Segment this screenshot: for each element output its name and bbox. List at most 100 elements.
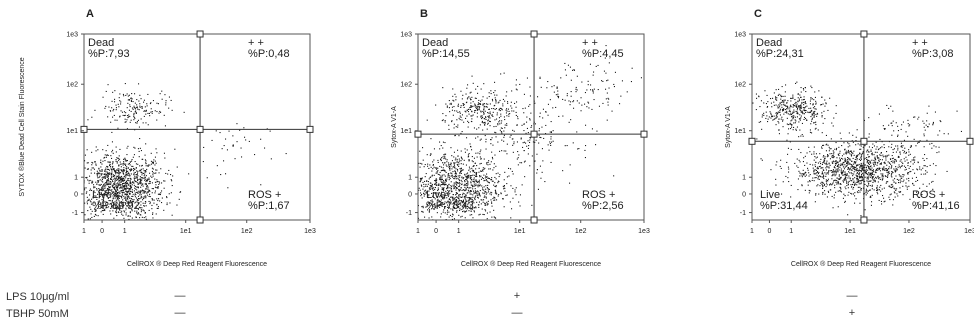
data-point bbox=[834, 148, 836, 150]
data-point bbox=[93, 187, 95, 189]
data-point bbox=[445, 183, 447, 185]
data-point bbox=[776, 97, 778, 99]
data-point bbox=[477, 194, 479, 196]
data-point bbox=[459, 194, 461, 196]
data-point bbox=[832, 125, 834, 127]
data-point bbox=[867, 177, 869, 179]
data-point bbox=[489, 125, 491, 127]
data-point bbox=[107, 178, 109, 180]
data-point bbox=[464, 196, 466, 198]
data-point bbox=[93, 195, 95, 197]
data-point bbox=[480, 116, 482, 118]
data-point bbox=[825, 163, 827, 165]
data-point bbox=[133, 170, 135, 172]
data-point bbox=[787, 147, 789, 149]
data-point bbox=[886, 104, 888, 106]
data-point bbox=[871, 152, 873, 154]
data-point bbox=[440, 193, 442, 195]
data-point bbox=[496, 112, 498, 114]
data-point bbox=[800, 91, 802, 93]
data-point bbox=[799, 175, 801, 177]
data-point bbox=[856, 175, 858, 177]
data-point bbox=[827, 173, 829, 175]
data-point bbox=[103, 209, 105, 211]
data-point bbox=[495, 185, 497, 187]
data-point bbox=[868, 151, 870, 153]
data-point bbox=[850, 150, 852, 152]
data-point bbox=[799, 106, 801, 108]
data-point bbox=[112, 205, 114, 207]
data-point bbox=[139, 178, 141, 180]
data-point bbox=[131, 189, 133, 191]
data-point bbox=[626, 91, 628, 93]
data-point bbox=[423, 225, 424, 226]
data-point bbox=[455, 192, 457, 194]
data-point bbox=[789, 114, 791, 116]
data-point bbox=[468, 199, 470, 201]
data-point bbox=[480, 138, 482, 140]
data-point bbox=[460, 172, 462, 174]
data-point bbox=[819, 153, 821, 155]
data-point bbox=[839, 157, 841, 159]
data-point bbox=[917, 142, 919, 144]
data-point bbox=[478, 185, 480, 187]
data-point bbox=[799, 161, 801, 163]
data-point bbox=[122, 207, 124, 209]
data-point bbox=[427, 194, 429, 196]
data-point bbox=[821, 173, 823, 175]
data-point bbox=[457, 177, 459, 179]
data-point bbox=[120, 186, 122, 188]
data-point bbox=[870, 150, 872, 152]
data-point bbox=[462, 169, 464, 171]
data-point bbox=[461, 181, 463, 183]
data-point bbox=[814, 173, 816, 175]
data-point bbox=[122, 170, 124, 172]
data-point bbox=[455, 168, 457, 170]
data-point bbox=[498, 121, 500, 123]
data-point bbox=[786, 105, 788, 107]
data-point bbox=[898, 179, 900, 181]
data-point bbox=[492, 169, 494, 171]
data-point bbox=[886, 169, 888, 171]
data-point bbox=[800, 104, 802, 106]
data-point bbox=[485, 193, 487, 195]
data-point bbox=[109, 163, 111, 165]
data-point bbox=[444, 184, 446, 186]
data-point bbox=[142, 168, 144, 170]
data-point bbox=[882, 125, 884, 127]
data-point bbox=[903, 165, 905, 167]
data-point bbox=[137, 180, 139, 182]
data-point bbox=[871, 177, 873, 179]
data-point bbox=[456, 182, 458, 184]
data-point bbox=[789, 111, 791, 113]
data-point bbox=[436, 167, 438, 169]
data-point bbox=[434, 203, 436, 205]
data-point bbox=[128, 175, 130, 177]
data-point bbox=[114, 175, 116, 177]
data-point bbox=[818, 172, 820, 174]
data-point bbox=[84, 182, 85, 184]
data-point bbox=[489, 113, 491, 115]
data-point bbox=[103, 194, 105, 196]
data-point bbox=[460, 171, 462, 173]
data-point bbox=[459, 112, 461, 114]
data-point bbox=[115, 196, 117, 198]
data-point bbox=[429, 154, 431, 156]
data-point bbox=[439, 165, 441, 167]
data-point bbox=[821, 116, 823, 118]
data-point bbox=[121, 194, 123, 196]
data-point bbox=[890, 105, 892, 107]
data-point bbox=[448, 206, 450, 208]
data-point bbox=[444, 194, 446, 196]
data-point bbox=[449, 187, 451, 189]
data-point bbox=[879, 178, 881, 180]
data-point bbox=[493, 163, 495, 165]
data-point bbox=[848, 175, 850, 177]
data-point bbox=[815, 108, 817, 110]
data-point bbox=[458, 161, 460, 163]
data-point bbox=[826, 160, 828, 162]
data-point bbox=[895, 170, 897, 172]
data-point bbox=[826, 163, 828, 165]
data-point bbox=[101, 205, 103, 207]
data-point bbox=[852, 183, 854, 185]
